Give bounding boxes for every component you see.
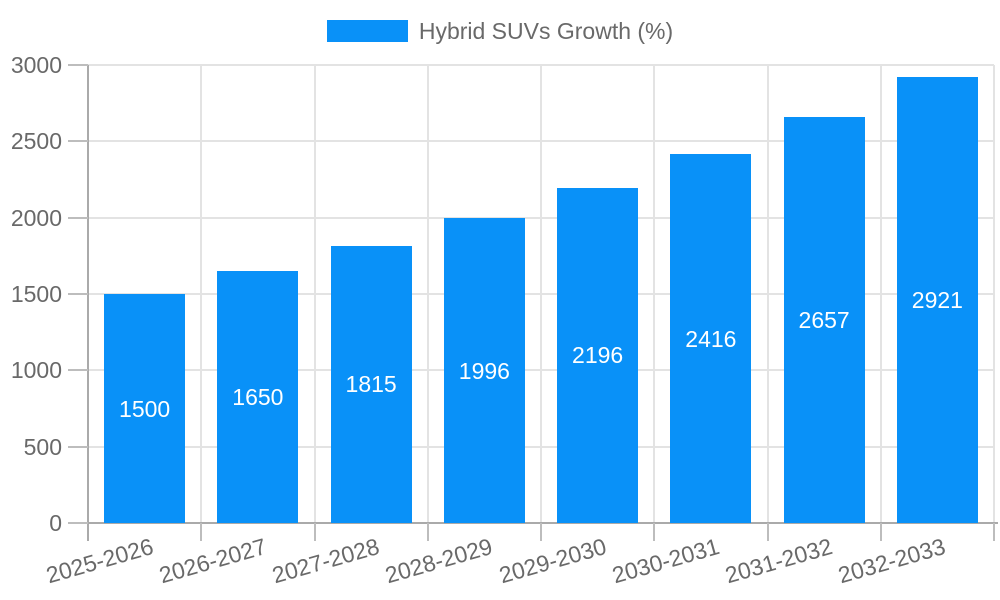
x-tick-mark xyxy=(313,523,316,541)
x-tick-label: 2029-2030 xyxy=(495,533,609,589)
y-tick-label: 2500 xyxy=(10,128,62,155)
x-gridline xyxy=(426,65,429,523)
bar[interactable] xyxy=(896,77,978,523)
bar[interactable] xyxy=(443,218,525,523)
y-tick-label: 2000 xyxy=(10,204,62,231)
y-tick-label: 500 xyxy=(23,433,62,460)
y-axis-line xyxy=(87,65,89,541)
x-tick-label: 2028-2029 xyxy=(382,533,496,589)
x-gridline xyxy=(540,65,542,523)
x-tick-label: 2027-2028 xyxy=(269,533,383,589)
x-tick-label: 2030-2031 xyxy=(609,533,723,589)
x-tick-label: 2025-2026 xyxy=(42,533,156,589)
y-tick-mark xyxy=(68,216,88,219)
y-tick-mark xyxy=(68,522,88,524)
bar[interactable] xyxy=(783,117,865,523)
y-tick-label: 0 xyxy=(49,510,62,536)
y-tick-mark xyxy=(68,369,88,372)
y-tick-mark xyxy=(68,445,88,448)
x-tick-mark xyxy=(653,523,656,541)
x-tick-mark xyxy=(426,523,429,541)
x-gridline xyxy=(993,65,995,523)
x-gridline xyxy=(653,65,656,523)
x-tick-mark xyxy=(200,523,203,541)
x-gridline xyxy=(313,65,316,523)
x-tick-label: 2031-2032 xyxy=(722,533,836,589)
y-tick-label: 1500 xyxy=(10,281,62,307)
legend-swatch xyxy=(326,20,408,42)
x-gridline xyxy=(200,65,203,523)
x-tick-label: 2026-2027 xyxy=(156,533,270,589)
bar[interactable] xyxy=(670,154,752,523)
y-tick-label: 1000 xyxy=(10,357,62,384)
bar[interactable] xyxy=(557,187,639,523)
y-tick-label: 3000 xyxy=(10,52,62,78)
bar[interactable] xyxy=(104,294,186,523)
x-tick-mark xyxy=(766,523,769,541)
x-axis-line xyxy=(88,522,998,524)
x-gridline xyxy=(766,65,769,523)
x-tick-mark xyxy=(540,523,542,541)
chart-legend[interactable]: Hybrid SUVs Growth (%) xyxy=(0,18,1000,44)
y-tick-mark xyxy=(68,140,88,143)
x-tick-label: 2032-2033 xyxy=(835,533,949,589)
legend-label: Hybrid SUVs Growth (%) xyxy=(418,18,674,44)
bar[interactable] xyxy=(217,271,299,523)
y-tick-mark xyxy=(68,293,88,295)
bar[interactable] xyxy=(330,245,412,523)
x-gridline xyxy=(879,65,882,523)
x-tick-mark xyxy=(879,523,882,541)
x-tick-mark xyxy=(993,523,995,541)
y-tick-mark xyxy=(68,64,88,66)
